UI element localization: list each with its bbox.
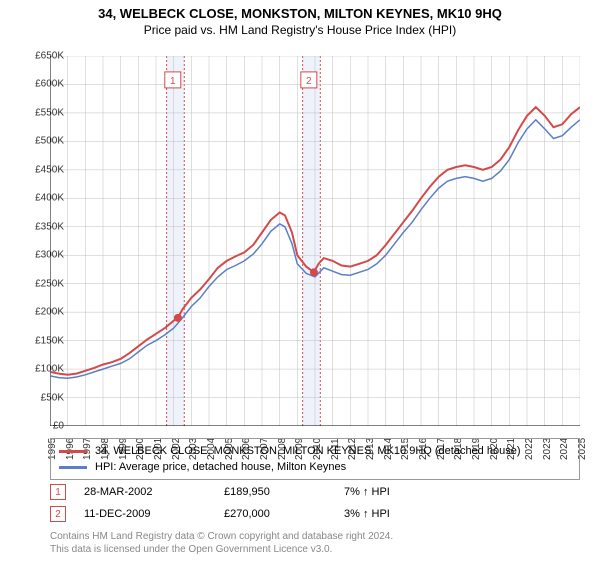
legend-label: 34, WELBECK CLOSE, MONKSTON, MILTON KEYN… [95,445,521,457]
y-tick-label: £300K [35,250,64,261]
y-tick-label: £250K [35,278,64,289]
y-tick-label: £100K [35,364,64,375]
legend-swatch [59,450,87,453]
y-tick-label: £200K [35,307,64,318]
y-tick-label: £450K [35,164,64,175]
y-tick-label: £350K [35,221,64,232]
y-tick-label: £500K [35,136,64,147]
chart-title: 34, WELBECK CLOSE, MONKSTON, MILTON KEYN… [0,6,600,21]
marker-badge: 1 [50,484,66,500]
marker-date: 11-DEC-2009 [84,508,224,520]
svg-text:1: 1 [170,76,176,87]
y-tick-label: £600K [35,79,64,90]
y-tick-label: £0 [53,421,64,432]
chart-container: 34, WELBECK CLOSE, MONKSTON, MILTON KEYN… [0,6,600,566]
legend-label: HPI: Average price, detached house, Milt… [95,461,346,473]
marker-price: £270,000 [224,508,344,520]
legend-item: 34, WELBECK CLOSE, MONKSTON, MILTON KEYN… [59,443,571,459]
y-tick-label: £400K [35,193,64,204]
marker-change: 3% ↑ HPI [344,508,444,520]
line-chart: 12 [50,56,580,426]
footer-line2: This data is licensed under the Open Gov… [50,543,393,556]
marker-date: 28-MAR-2002 [84,486,224,498]
footer-text: Contains HM Land Registry data © Crown c… [50,530,393,556]
marker-row: 1 28-MAR-2002£189,9507% ↑ HPI [50,482,580,502]
marker-price: £189,950 [224,486,344,498]
marker-change: 7% ↑ HPI [344,486,444,498]
footer-line1: Contains HM Land Registry data © Crown c… [50,530,393,543]
marker-badge: 2 [50,506,66,522]
y-tick-label: £550K [35,107,64,118]
legend-item: HPI: Average price, detached house, Milt… [59,459,571,475]
markers-table: 1 28-MAR-2002£189,9507% ↑ HPI 2 11-DEC-2009… [50,482,580,526]
chart-subtitle: Price paid vs. HM Land Registry's House … [0,23,600,37]
marker-row: 2 11-DEC-2009£270,0003% ↑ HPI [50,504,580,524]
y-tick-label: £50K [41,392,64,403]
legend: 34, WELBECK CLOSE, MONKSTON, MILTON KEYN… [50,438,580,480]
legend-swatch [59,466,87,469]
svg-text:2: 2 [306,76,312,87]
y-tick-label: £150K [35,335,64,346]
y-tick-label: £650K [35,51,64,62]
